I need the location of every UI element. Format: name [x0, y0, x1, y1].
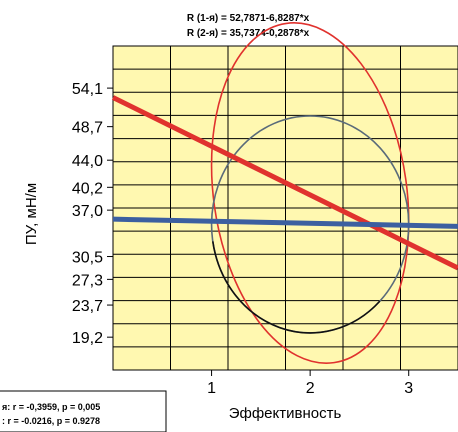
confidence-ellipse-1-я	[210, 22, 410, 364]
y-axis: 54,1 48,7 44,0 40,2 37,0 30,5 27,3 23,7 19,2	[72, 81, 113, 347]
x-axis-label: Эффективность	[229, 405, 342, 422]
x-axis: 1 2 3	[207, 370, 413, 397]
x-tick-label: 3	[404, 380, 413, 397]
y-tick-label: 19,2	[72, 330, 103, 347]
y-tick-label: 44,0	[72, 153, 103, 170]
y-tick-label: 23,7	[72, 298, 103, 315]
regression-line-1-я	[111, 95, 458, 271]
y-tick-label: 40,2	[72, 180, 103, 197]
stats-line-1: я: r = -0,3959, p = 0,005	[2, 402, 100, 412]
chart-title-line-2: R (2-я) = 35,7374-0,2878*x	[187, 28, 310, 39]
x-tick-label: 2	[306, 380, 315, 397]
y-axis-label: ПУ, мН/м	[23, 183, 40, 245]
stats-legend: я: r = -0,3959, p = 0,005 : r = -0.0216,…	[0, 390, 167, 432]
confidence-ellipse-arc	[211, 241, 381, 334]
grid	[113, 46, 458, 370]
y-tick-label: 37,0	[72, 203, 103, 220]
x-tick-label: 1	[207, 380, 216, 397]
y-tick-label: 48,7	[72, 120, 103, 137]
chart-marks	[111, 22, 458, 364]
regression-line-2-я	[112, 216, 458, 229]
y-tick-label: 27,3	[72, 272, 103, 289]
stats-line-2: : r = -0.0216, p = 0.9278	[2, 416, 100, 426]
y-tick-label: 30,5	[72, 250, 103, 267]
chart-title-line-1: R (1-я) = 52,7871-6,8287*x	[187, 13, 310, 24]
y-tick-label: 54,1	[72, 81, 103, 98]
